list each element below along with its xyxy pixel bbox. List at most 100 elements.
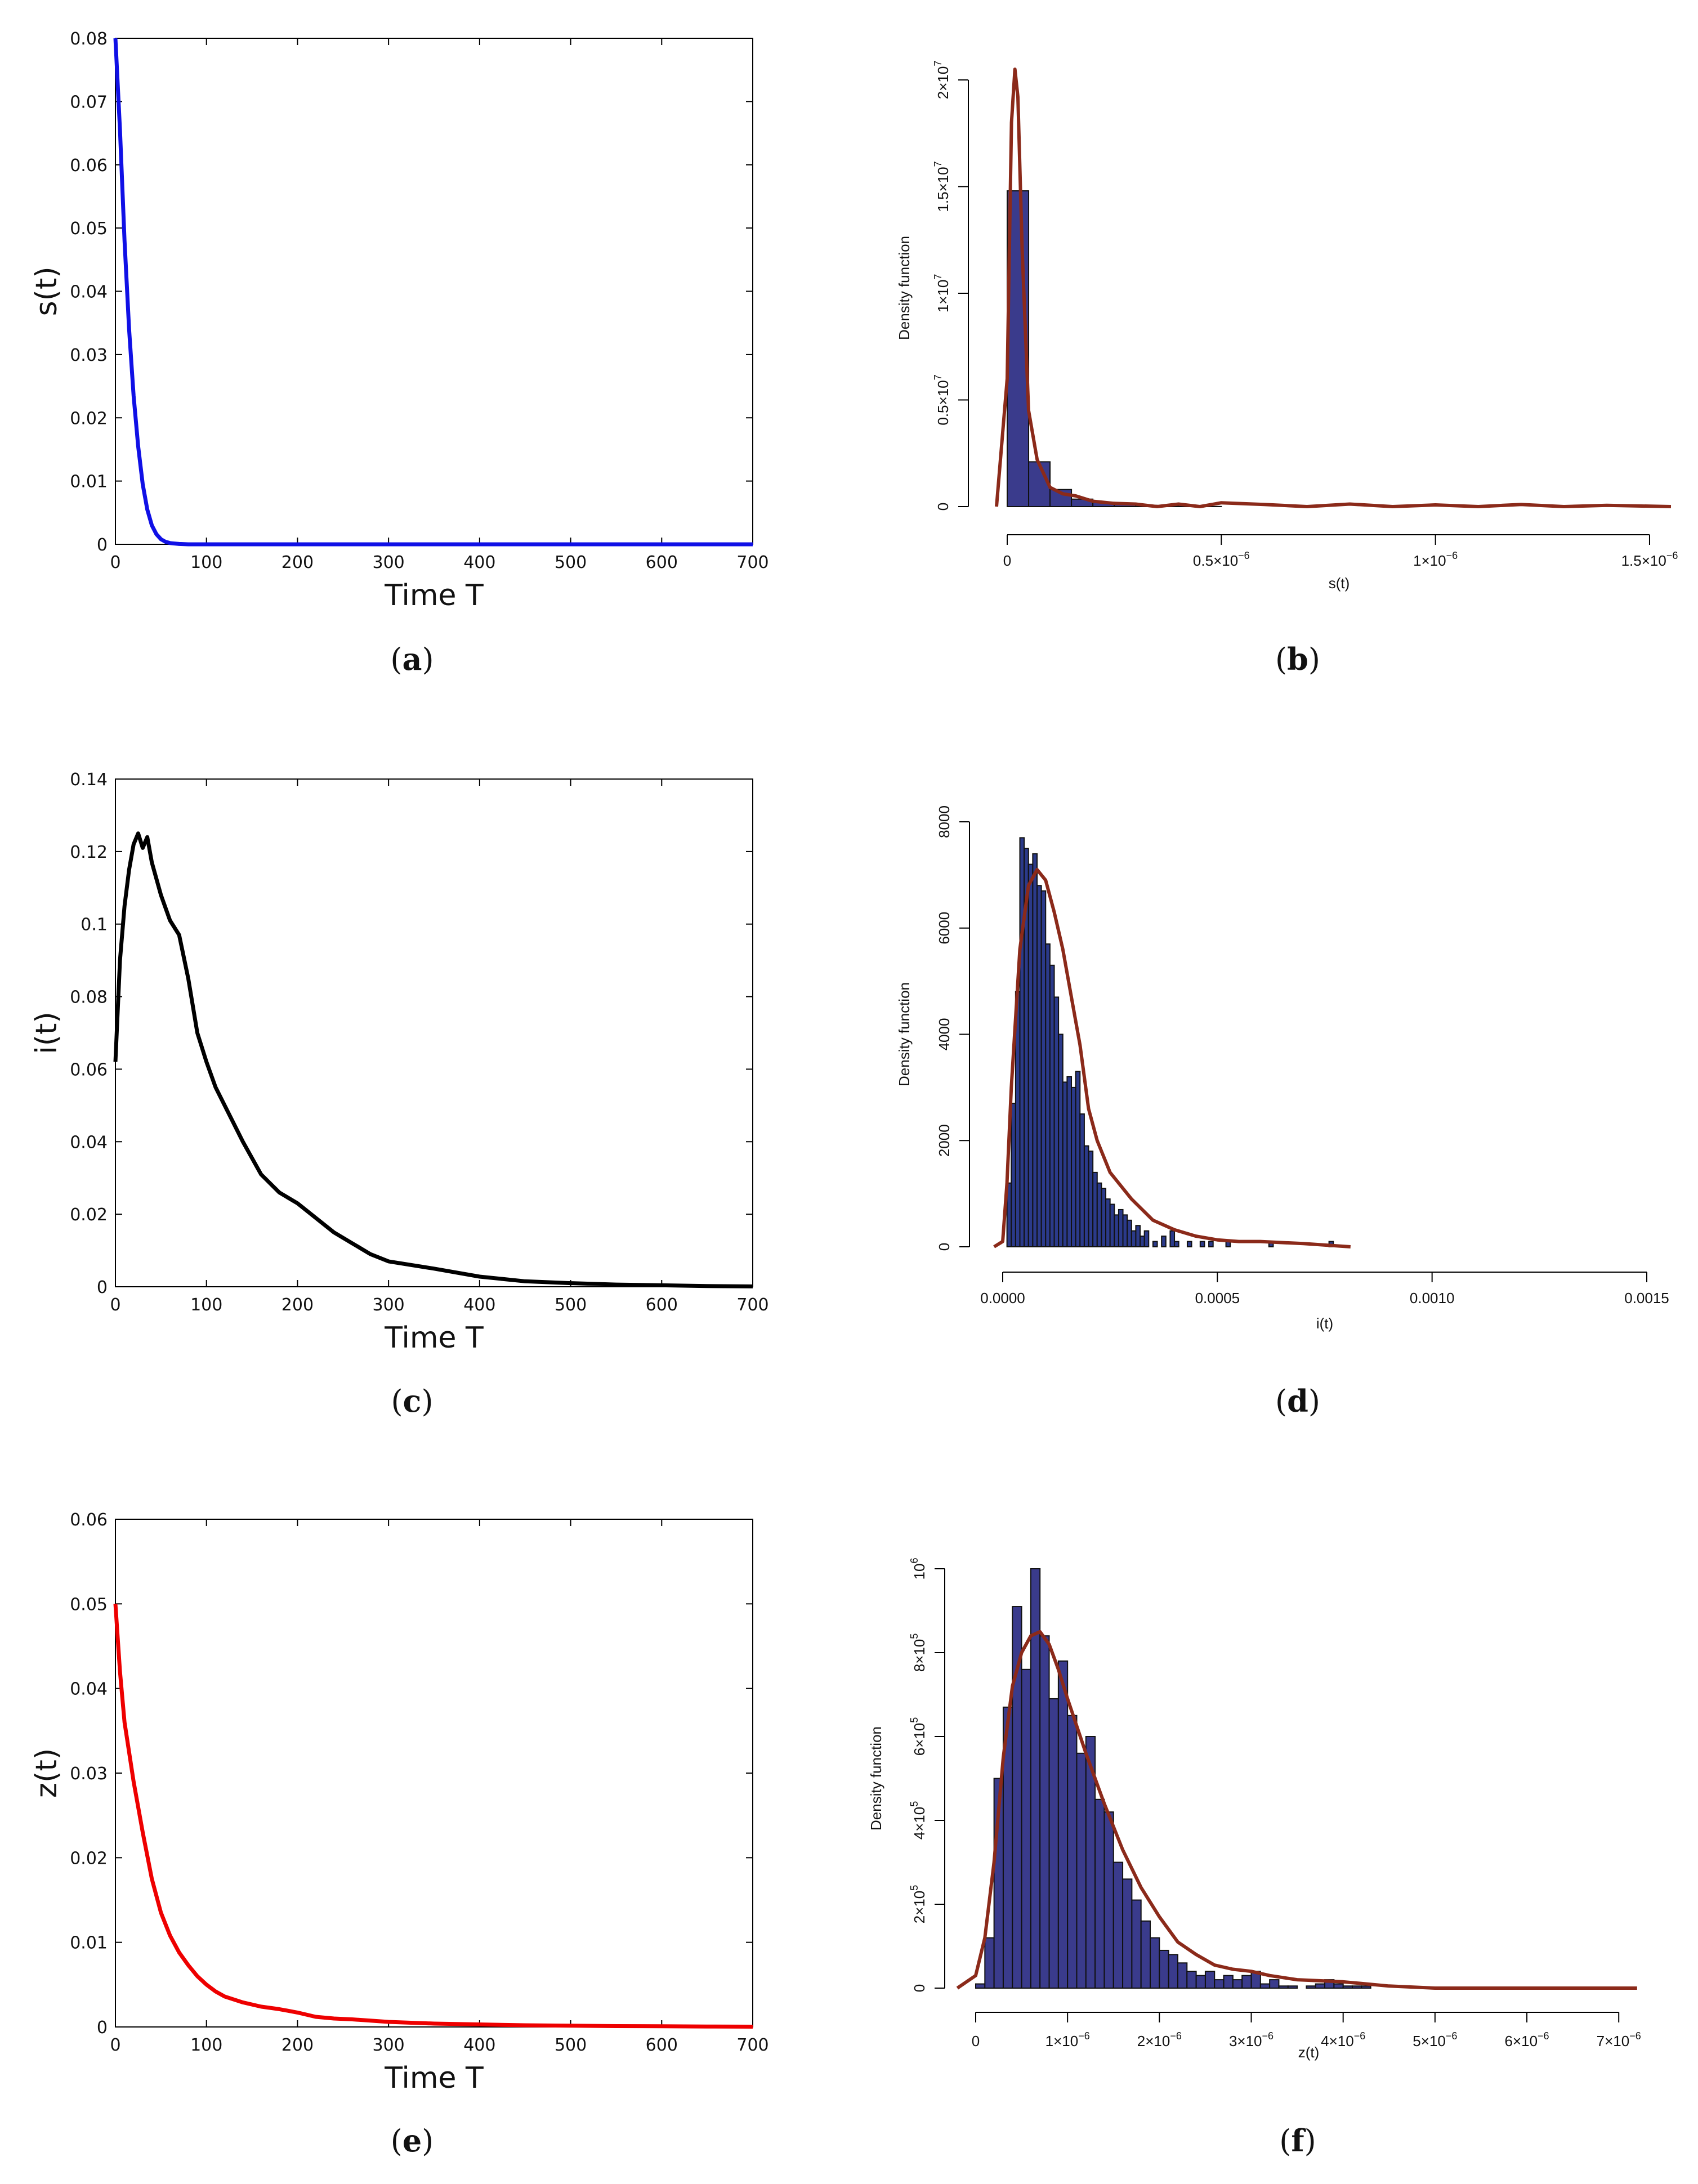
histogram-bar xyxy=(1103,1811,1114,1989)
histogram-bar xyxy=(1208,1241,1214,1247)
histogram-bar xyxy=(1049,964,1055,1247)
density-curve xyxy=(995,68,1672,508)
y-tick-label: 2×107 xyxy=(932,61,951,100)
x-tick-label: 300 xyxy=(373,553,405,572)
histogram-bar xyxy=(1127,1219,1132,1247)
x-tick-label: 0.0010 xyxy=(1410,1290,1455,1306)
histogram-bar xyxy=(1114,1214,1119,1247)
y-axis-title: s(t) xyxy=(30,266,64,316)
panel-caption-f: (f) xyxy=(1279,2123,1316,2159)
x-tick-label: 0.0005 xyxy=(1195,1290,1240,1306)
y-tick-label: 0 xyxy=(936,1243,953,1251)
histogram-bar xyxy=(1109,1203,1115,1247)
y-tick-label: 0.06 xyxy=(70,156,108,176)
x-tick-label: 200 xyxy=(281,553,314,572)
histogram-bar xyxy=(1241,1975,1252,1989)
histogram-bar xyxy=(1058,1033,1064,1247)
x-axis-title: z(t) xyxy=(1298,2044,1320,2061)
x-axis-title: s(t) xyxy=(1329,575,1350,592)
y-tick-label: 8×105 xyxy=(909,1633,928,1672)
histogram-bar xyxy=(1130,1230,1137,1247)
panel-caption-e: (e) xyxy=(391,2123,434,2159)
x-tick-label: 600 xyxy=(646,553,678,572)
histogram-bar xyxy=(1159,1949,1169,1989)
histogram-bar xyxy=(1214,1979,1225,1989)
histogram-bar xyxy=(1049,489,1073,507)
y-tick-label: 0.05 xyxy=(70,219,108,239)
y-tick-label: 8000 xyxy=(936,805,953,838)
y-tick-label: 0.08 xyxy=(70,29,108,49)
y-tick-label: 6×105 xyxy=(909,1717,928,1756)
x-tick-label: 200 xyxy=(281,2035,314,2055)
histogram-bar xyxy=(1040,890,1047,1247)
histogram-bar xyxy=(1352,1985,1362,1989)
y-tick-label: 0.04 xyxy=(70,1133,108,1152)
histogram-bar xyxy=(1039,1635,1050,1989)
y-tick-label: 0.01 xyxy=(70,1934,108,1953)
y-tick-label: 0.03 xyxy=(70,346,108,365)
histogram-bar xyxy=(1096,1182,1102,1247)
histogram-bar xyxy=(1045,943,1051,1247)
x-tick-label: 4×10−6 xyxy=(1321,2030,1365,2049)
y-tick-label: 0.1 xyxy=(81,915,108,935)
x-tick-label: 6×10−6 xyxy=(1504,2030,1549,2049)
y-tick-label: 0.02 xyxy=(70,1849,108,1868)
panel-e: 0 100 200 300 400 500 600 700 0 0.01 0.02 0.03 0.04 0… xyxy=(30,1510,769,2095)
x-tick-label: 300 xyxy=(373,2035,405,2055)
x-axis-title: Time T xyxy=(384,1321,484,1355)
y-tick-label: 4000 xyxy=(936,1018,953,1051)
histogram-bar xyxy=(1195,1975,1206,1989)
x-axis-title: Time T xyxy=(384,2061,484,2095)
x-tick-label: 0 xyxy=(110,2035,120,2055)
x-tick-label: 1×10−6 xyxy=(1413,550,1458,569)
y-tick-label: 2000 xyxy=(936,1124,953,1157)
histogram-bar xyxy=(1021,1668,1031,1989)
histogram-bar xyxy=(1186,1971,1197,1989)
series-line-a xyxy=(113,38,753,547)
histogram-bar xyxy=(975,1983,986,1989)
y-axis-title: z(t) xyxy=(30,1748,64,1798)
series-line-e xyxy=(113,1604,753,2029)
x-tick-label: 5×10−6 xyxy=(1413,2030,1457,2049)
histogram-bar xyxy=(1075,1071,1081,1247)
x-tick-label: 0 xyxy=(110,1295,120,1315)
histogram-bar xyxy=(1259,1983,1271,1989)
x-tick-label: 0 xyxy=(972,2033,980,2049)
histogram-bar xyxy=(1071,1086,1076,1247)
y-tick-label: 0 xyxy=(97,535,108,555)
x-tick-label: 400 xyxy=(463,1295,495,1315)
histogram-bar xyxy=(1048,1698,1059,1989)
x-tick-label: 300 xyxy=(373,1295,405,1315)
histogram-bar xyxy=(1032,853,1038,1247)
x-tick-label: 500 xyxy=(555,553,587,572)
y-tick-label: 0.12 xyxy=(70,843,108,862)
y-tick-label: 0.01 xyxy=(70,472,108,492)
histogram-bar xyxy=(1169,1230,1176,1247)
x-tick-label: 600 xyxy=(646,2035,678,2055)
histogram-bar xyxy=(1269,1979,1280,1989)
histogram-bar xyxy=(1199,1241,1205,1247)
histogram-bar xyxy=(1036,885,1042,1247)
x-axis-title: i(t) xyxy=(1316,1315,1333,1332)
y-tick-label: 0.04 xyxy=(70,1680,108,1699)
histogram-bar xyxy=(1027,863,1034,1247)
y-axis-title: Density function xyxy=(896,236,913,340)
x-tick-label: 100 xyxy=(190,553,222,572)
x-tick-label: 100 xyxy=(190,1295,222,1315)
histogram-bar xyxy=(1135,1225,1141,1247)
histogram-bar xyxy=(1315,1983,1326,1989)
y-tick-label: 0.07 xyxy=(70,92,108,112)
histogram-bar xyxy=(1287,1985,1298,1989)
histogram-bar xyxy=(1101,1188,1107,1247)
histogram-bar xyxy=(1088,1151,1094,1247)
density-curve xyxy=(956,1630,1637,1990)
histogram-bar xyxy=(1057,1660,1069,1989)
x-tick-label: 3×10−6 xyxy=(1229,2030,1274,2049)
y-tick-label: 0 xyxy=(97,2018,108,2038)
panel-caption-d: (d) xyxy=(1275,1383,1320,1419)
series-line-c xyxy=(113,831,753,1288)
panel-d: 0.0000 0.0005 0.0010 0.0015 0 2000 4000 6000 800… xyxy=(896,805,1669,1332)
histogram-bar xyxy=(1223,1975,1234,1989)
plot-frame xyxy=(115,778,753,1287)
